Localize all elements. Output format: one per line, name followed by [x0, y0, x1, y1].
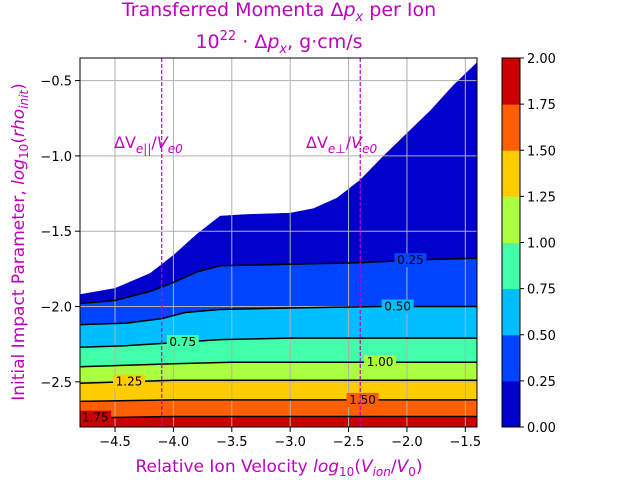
- contour-label-bg: [394, 253, 427, 268]
- colorbar-segment-7: [502, 58, 520, 105]
- filled-contours: [80, 62, 477, 427]
- contour-label-1.75: 1.75: [82, 411, 109, 425]
- contour-line-1.50: [80, 399, 477, 403]
- x-tick-label: −4.0: [158, 435, 190, 450]
- y-tick-label: −1.0: [40, 150, 72, 165]
- x-tick-label: −4.5: [99, 435, 131, 450]
- colorbar-tick-label: 1.25: [527, 190, 556, 205]
- x-tick-label: −2.5: [333, 435, 365, 450]
- plot-frame: [79, 57, 478, 428]
- contour-line-0.75: [80, 337, 477, 348]
- colorbar-segment-1: [502, 334, 520, 382]
- x-tick-label: −3.0: [274, 435, 306, 450]
- y-tick-label: −0.5: [40, 75, 72, 90]
- plot-area: 0.25 0.50 0.75 1.00 1.25 1.50 1.75: [80, 58, 477, 427]
- y-tick-label: −2.0: [40, 301, 72, 316]
- chart-title-line1: Transferred Momenta Δpx per Ion: [121, 0, 436, 25]
- x-tick-label: −3.5: [216, 435, 248, 450]
- colorbar-tick-label: 1.75: [527, 98, 556, 113]
- y-axis-label: Initial Impact Parameter, log10(rhoinit): [9, 83, 31, 401]
- colorbar-tick-label: 0.00: [527, 421, 556, 436]
- colorbar-tick-label: 1.50: [527, 144, 556, 159]
- colorbar-tick-label: 1.00: [527, 237, 556, 252]
- contour-band-6: [80, 399, 477, 419]
- contour-label-0.50: 0.50: [384, 300, 411, 314]
- contour-label-0.25: 0.25: [397, 253, 424, 267]
- colorbar-segment-5: [502, 150, 520, 197]
- colorbar-tick-label: 0.75: [527, 283, 556, 298]
- contour-line-0.25: [80, 257, 477, 305]
- colorbar-segment-3: [502, 242, 520, 290]
- marker-label-parallel: ΔVe||/Ve0: [114, 133, 183, 156]
- chart-title-line2: 1022 · Δpx, g·cm/s: [195, 29, 362, 57]
- x-axis-label: Relative Ion Velocity log10(Vion/V0): [135, 457, 422, 479]
- contour-label-bg: [364, 355, 397, 370]
- y-tick-label: −1.5: [40, 225, 72, 240]
- colorbar-tick-label: 0.25: [527, 375, 556, 390]
- contour-band-7: [80, 416, 477, 427]
- colorbar-segment-2: [502, 288, 520, 336]
- contour-label-bg: [166, 335, 199, 350]
- contour-lines: 0.25 0.50 0.75 1.00 1.25 1.50 1.75: [80, 253, 477, 425]
- y-tick-label: −2.5: [40, 376, 72, 391]
- colorbar-tick-label: 2.00: [527, 52, 556, 67]
- colorbar-segment-0: [502, 380, 520, 428]
- gridlines: [80, 58, 477, 427]
- y-axis-ticks: −0.5 −1.0 −1.5 −2.0 −2.5: [40, 75, 80, 391]
- colorbar-segment-4: [502, 196, 520, 243]
- x-tick-label: −2.0: [391, 435, 423, 450]
- contour-label-bg: [80, 410, 112, 425]
- contour-label-1.00: 1.00: [367, 355, 394, 369]
- colorbar: 0.00 0.25 0.50 0.75 1.00 1.25 1.50 1.75 2.00: [501, 52, 556, 436]
- contour-line-1.75: [80, 415, 477, 419]
- contour-label-0.75: 0.75: [169, 335, 196, 349]
- contour-label-1.25: 1.25: [116, 375, 143, 389]
- contour-label-bg: [113, 374, 146, 389]
- colorbar-tick-label: 0.50: [527, 329, 556, 344]
- contour-label-bg: [346, 392, 379, 407]
- contour-label-bg: [381, 299, 414, 314]
- x-tick-label: −1.5: [450, 435, 482, 450]
- x-axis-ticks: −4.5 −4.0 −3.5 −3.0 −2.5 −2.0 −1.5: [99, 427, 481, 450]
- threshold-markers: [161, 58, 361, 427]
- contour-label-1.50: 1.50: [349, 393, 376, 407]
- contour-line-0.50: [80, 305, 477, 326]
- colorbar-segment-6: [502, 104, 520, 151]
- marker-label-perp: ΔVe⊥/Ve0: [306, 133, 377, 156]
